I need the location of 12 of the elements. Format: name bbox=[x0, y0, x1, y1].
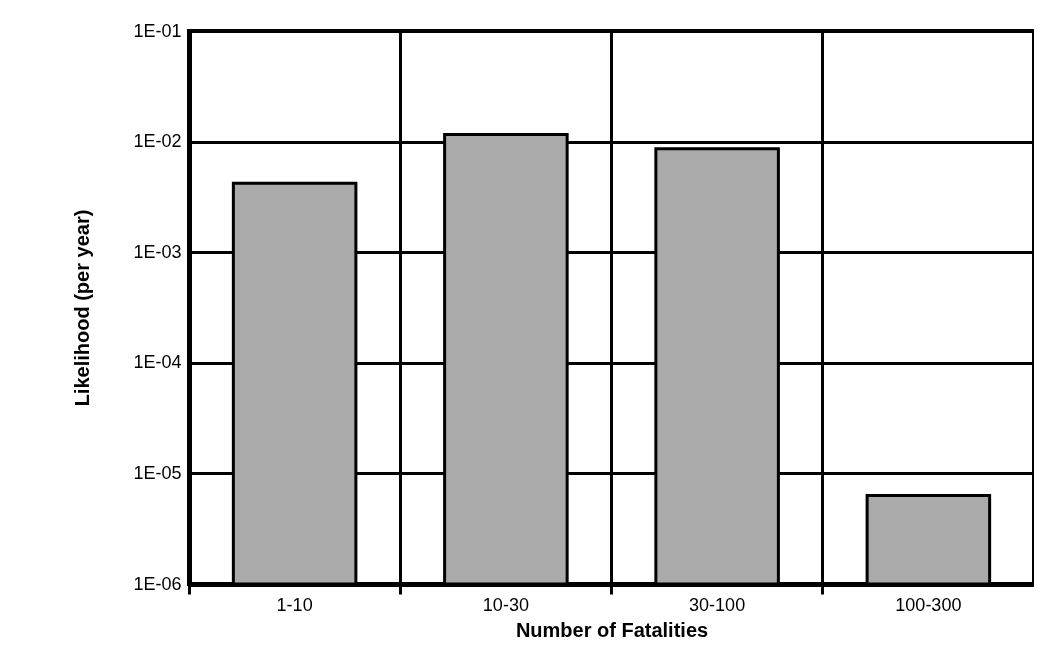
y-tick-label: 1E-06 bbox=[133, 573, 182, 594]
y-axis-title: Likelihood (per year) bbox=[71, 209, 94, 407]
x-axis-title: Number of Fatalities bbox=[515, 618, 709, 641]
x-tick-label: 10-30 bbox=[482, 594, 529, 615]
x-tick-label: 30-100 bbox=[689, 594, 746, 615]
x-tick-label: 1-10 bbox=[276, 594, 313, 615]
y-tick-label: 1E-04 bbox=[133, 352, 182, 373]
y-tick-label: 1E-02 bbox=[133, 131, 182, 152]
x-tick-label: 100-300 bbox=[895, 594, 962, 615]
y-tick-label: 1E-03 bbox=[133, 241, 182, 262]
y-tick-label: 1E-05 bbox=[133, 462, 182, 483]
y-tick-label: 1E-01 bbox=[133, 20, 182, 41]
